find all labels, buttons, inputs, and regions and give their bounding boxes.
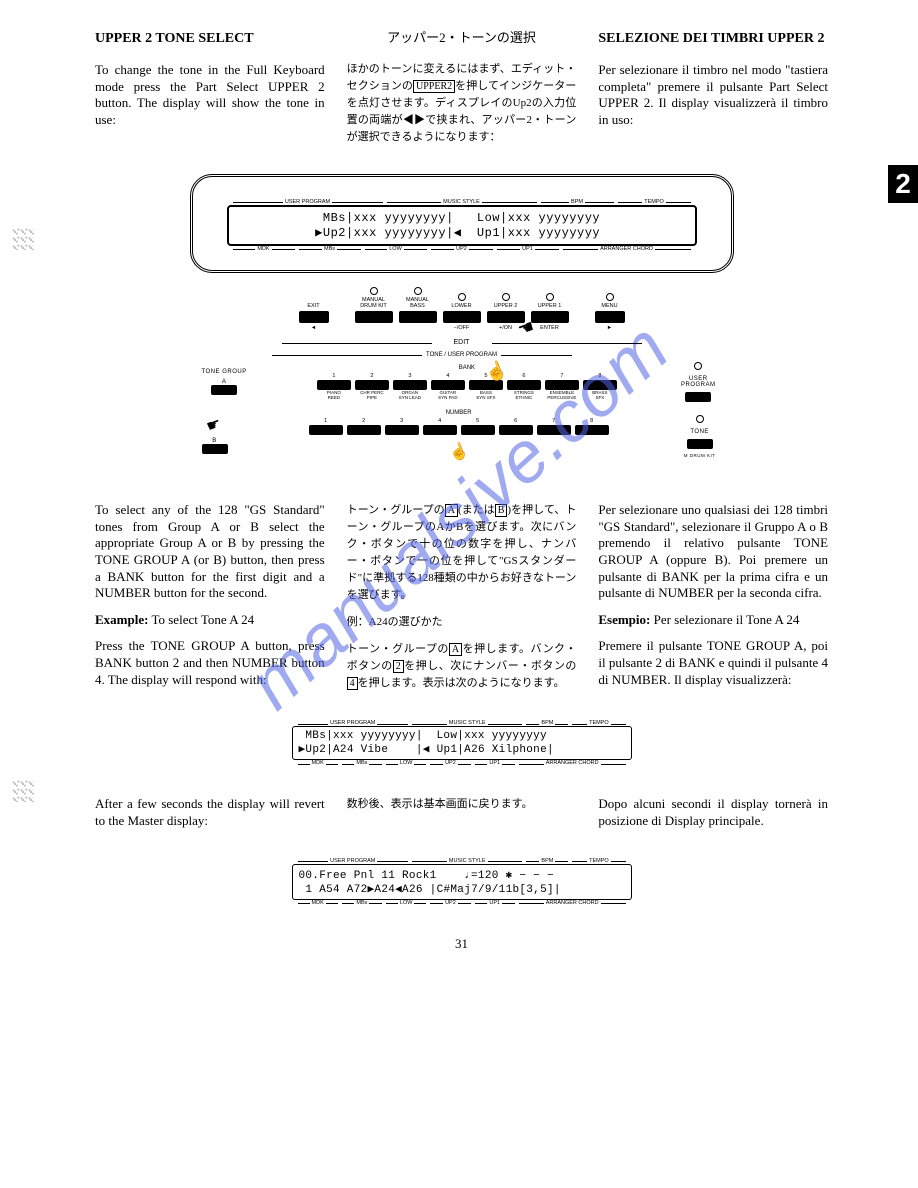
sec2-jp-body1: トーン・グループのA(またはB)を押して、トーン・グループのAかBを選びます。次… <box>347 502 577 604</box>
sec2-jp-body2: トーン・グループのAを押します。バンク・ボタンの2を押し、次にナンバー・ボタンの… <box>347 641 577 692</box>
lcd2-line2: ▶Up2|A24 Vibe |◀ Up1|A26 Xilphone| <box>299 744 554 756</box>
manual-page: 2 manualsive.com UPPER 2 TONE SELECT To … <box>0 0 918 992</box>
lbl-bpm: BPM <box>569 199 585 205</box>
bank-label: BANK <box>455 365 479 371</box>
sec2-jp-example: 例：A24の選びかた <box>347 614 577 631</box>
body-en: To change the tone in the Full Keyboard … <box>95 62 325 129</box>
lcd1-line2: ▶Up2|xxx yyyyyyyy|◀ Up1|xxx yyyyyyyy <box>315 226 608 240</box>
section-2-columns: To select any of the 128 "GS Standard" t… <box>95 502 828 702</box>
body-jp: ほかのトーンに変えるにはまず、エディット・セクションのUPPER2を押してインジ… <box>347 61 577 146</box>
jp-box-upper2: UPPER2 <box>413 80 455 93</box>
pointing-hand-icon: ☛ <box>205 416 224 436</box>
lcd2-bot-labels: MDK MBs LOW UP2 UP1 ARRANGER CHORD <box>292 760 632 766</box>
title-en: UPPER 2 TONE SELECT <box>95 30 325 48</box>
lbl-music-style: MUSIC STYLE <box>441 199 482 205</box>
tone-group-a-button: A <box>211 379 237 395</box>
bank-button-7: 7ENSEMBLE PERCUSSIVE <box>545 373 579 399</box>
box-b: B <box>495 504 508 517</box>
lcd1-screen: MBs|xxx yyyyyyyy| Low|xxx yyyyyyyy ▶Up2|… <box>227 205 697 246</box>
lcd2-screen: MBs|xxx yyyyyyyy| Low|xxx yyyyyyyy ▶Up2|… <box>292 726 632 760</box>
lbl-mdk: MDK <box>255 246 271 252</box>
tone-user-program-label: TONE / USER PROGRAM ☝ <box>202 352 722 358</box>
lcd2-diagram: USER PROGRAM MUSIC STYLE BPM TEMPO MBs|x… <box>95 720 828 766</box>
lbl-up1: UP1 <box>520 246 535 252</box>
diagram-main-panel: USER PROGRAM MUSIC STYLE BPM TEMPO MBs|x… <box>95 174 828 462</box>
number-button-6: 6 <box>499 418 533 444</box>
box-4: 4 <box>347 677 358 690</box>
sec2-it-body1: Per selezionare uno qualsiasi dei 128 ti… <box>598 502 828 602</box>
lbl-low: LOW <box>387 246 404 252</box>
lcd1-line1: MBs|xxx yyyyyyyy| Low|xxx yyyyyyyy <box>315 211 608 225</box>
number-buttons-row: 1 2 3 4 5 6 7 8 <box>238 418 680 444</box>
lcd3-bot-labels: MDK MBs LOW UP2 UP1 ARRANGER CHORD <box>292 900 632 906</box>
lcd-panel-frame: USER PROGRAM MUSIC STYLE BPM TEMPO MBs|x… <box>190 174 734 273</box>
lcd3-screen: 00.Free Pnl 11 Rock1 ♩=120 ✱ − − − 1 A54… <box>292 864 632 900</box>
number-label: NUMBER <box>442 410 476 416</box>
scan-artifact <box>12 228 34 250</box>
btn-manual-drum-kit: MANUAL DRUM KIT <box>355 287 393 331</box>
sec3-jp: 数秒後、表示は基本画面に戻ります。 <box>347 796 577 813</box>
lcd3-line1: 00.Free Pnl 11 Rock1 ♩=120 ✱ − − − <box>299 870 554 882</box>
bank-button-8: 8BRASS SFX <box>583 373 617 399</box>
scan-artifact <box>12 780 34 802</box>
number-button-4: 4 <box>423 418 457 444</box>
bank-button-3: 3ORGAN SYN LEAD <box>393 373 427 399</box>
sec3-en: After a few seconds the display will rev… <box>95 796 325 829</box>
bank-button-1: 1PIANO REED <box>317 373 351 399</box>
box-2: 2 <box>393 660 404 673</box>
lcd3-top-labels: USER PROGRAM MUSIC STYLE BPM TEMPO <box>292 858 632 864</box>
btn-upper-2: UPPER 2+/ON ☚ <box>487 293 525 331</box>
sec2-en-example: Example: To select Tone A 24 <box>95 612 325 629</box>
tone-bank-panel: TONE / USER PROGRAM ☝ TONE GROUP A BANK … <box>202 352 722 462</box>
bank-buttons-row: 1PIANO REED2CHR PERC PIPE3ORGAN SYN LEAD… <box>257 373 677 399</box>
lcd2-top-labels: USER PROGRAM MUSIC STYLE BPM TEMPO <box>292 720 632 726</box>
lcd3-line2: 1 A54 A72▶A24◀A26 |C#Maj7/9/11b[3,5]| <box>299 884 561 896</box>
tone-group-block: TONE GROUP A <box>202 369 247 395</box>
pointing-hand-icon: ☝ <box>447 442 471 464</box>
tone-group-b-button: B <box>202 438 228 454</box>
lbl-user-program: USER PROGRAM <box>283 199 332 205</box>
number-button-1: 1 <box>309 418 343 444</box>
user-program-block: USER PROGRAM <box>681 362 716 402</box>
tone-block: TONE M DRUM KIT <box>684 415 716 458</box>
bank-button-6: 6STRINGS ETHNIC <box>507 373 541 399</box>
lcd1-top-labels: USER PROGRAM MUSIC STYLE BPM TEMPO <box>227 199 697 205</box>
number-button-2: 2 <box>347 418 381 444</box>
box-a2: A <box>449 643 462 656</box>
page-number: 31 <box>95 936 828 952</box>
box-a: A <box>445 504 458 517</box>
number-button-7: 7 <box>537 418 571 444</box>
lcd1-bottom-labels: MDK MBs LOW UP2 UP1 ARRANGER CHORD <box>227 246 697 252</box>
lbl-mbs: MBs <box>322 246 337 252</box>
lbl-tempo: TEMPO <box>642 199 666 205</box>
edit-section-label: EDIT <box>282 339 642 346</box>
number-button-8: 8 <box>575 418 609 444</box>
title-jp: アッパー2・トーンの選択 <box>347 30 577 47</box>
body-it: Per selezionare il timbro nel modo "tast… <box>598 62 828 129</box>
tone-group-b-block: ☛ B <box>202 418 228 454</box>
sec2-en-body2: Press the TONE GROUP A button, press BAN… <box>95 638 325 688</box>
sec2-en-body1: To select any of the 128 "GS Standard" t… <box>95 502 325 602</box>
btn-menu: MENU► <box>595 293 625 331</box>
lbl-arranger-chord: ARRANGER CHORD <box>598 246 655 252</box>
btn-upper-1: UPPER 1ENTER <box>531 293 569 331</box>
btn-lower: LOWER−/OFF <box>443 293 481 331</box>
btn-exit: EXIT ◄ <box>299 303 329 331</box>
bank-button-2: 2CHR PERC PIPE <box>355 373 389 399</box>
edit-button-row: EXIT ◄ MANUAL DRUM KIT MANUAL BASS LOWER… <box>202 287 722 331</box>
page-side-tab: 2 <box>888 165 918 203</box>
lcd2-line1: MBs|xxx yyyyyyyy| Low|xxx yyyyyyyy <box>299 730 547 742</box>
lbl-up2: UP2 <box>454 246 469 252</box>
title-it: SELEZIONE DEI TIMBRI UPPER 2 <box>598 30 828 48</box>
bank-button-4: 4GUITAR SYN PAD <box>431 373 465 399</box>
number-button-5: 5 <box>461 418 495 444</box>
number-button-3: 3 <box>385 418 419 444</box>
section-3-columns: After a few seconds the display will rev… <box>95 796 828 839</box>
lcd3-diagram: USER PROGRAM MUSIC STYLE BPM TEMPO 00.Fr… <box>95 858 828 906</box>
sec2-it-body2: Premere il pulsante TONE GROUP A, poi il… <box>598 638 828 688</box>
section-1-columns: UPPER 2 TONE SELECT To change the tone i… <box>95 30 828 156</box>
sec2-it-example: Esempio: Per selezionare il Tone A 24 <box>598 612 828 629</box>
sec3-it: Dopo alcuni secondi il display tornerà i… <box>598 796 828 829</box>
btn-manual-bass: MANUAL BASS <box>399 287 437 331</box>
